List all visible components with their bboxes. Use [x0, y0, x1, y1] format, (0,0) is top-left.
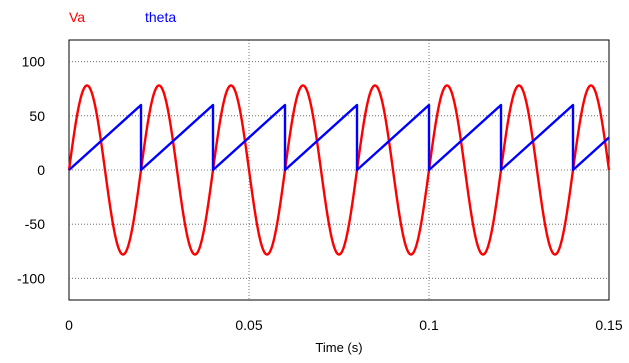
- y-tick-label: 50: [29, 108, 45, 124]
- legend-entry-Va: Va: [69, 9, 85, 25]
- x-tick-label: 0.1: [419, 317, 439, 333]
- x-axis-label: Time (s): [315, 340, 362, 355]
- y-tick-label: 0: [37, 162, 45, 178]
- x-tick-label: 0.05: [235, 317, 262, 333]
- x-tick-label: 0: [65, 317, 73, 333]
- grid: [69, 40, 609, 300]
- series-layer: [67, 84, 611, 256]
- x-tick-label: 0.15: [595, 317, 622, 333]
- legend-entry-theta: theta: [145, 9, 176, 25]
- x-tick-labels: 0 0.05 0.1 0.15: [65, 317, 623, 333]
- y-tick-label: 100: [22, 54, 46, 70]
- series-line-theta: [68, 103, 610, 172]
- y-tick-labels: 100 50 0 -50 -100: [17, 54, 45, 287]
- y-tick-label: -100: [17, 270, 45, 286]
- series-line-Va: [67, 84, 611, 256]
- legend: Va theta: [69, 9, 176, 25]
- y-tick-label: -50: [25, 216, 45, 232]
